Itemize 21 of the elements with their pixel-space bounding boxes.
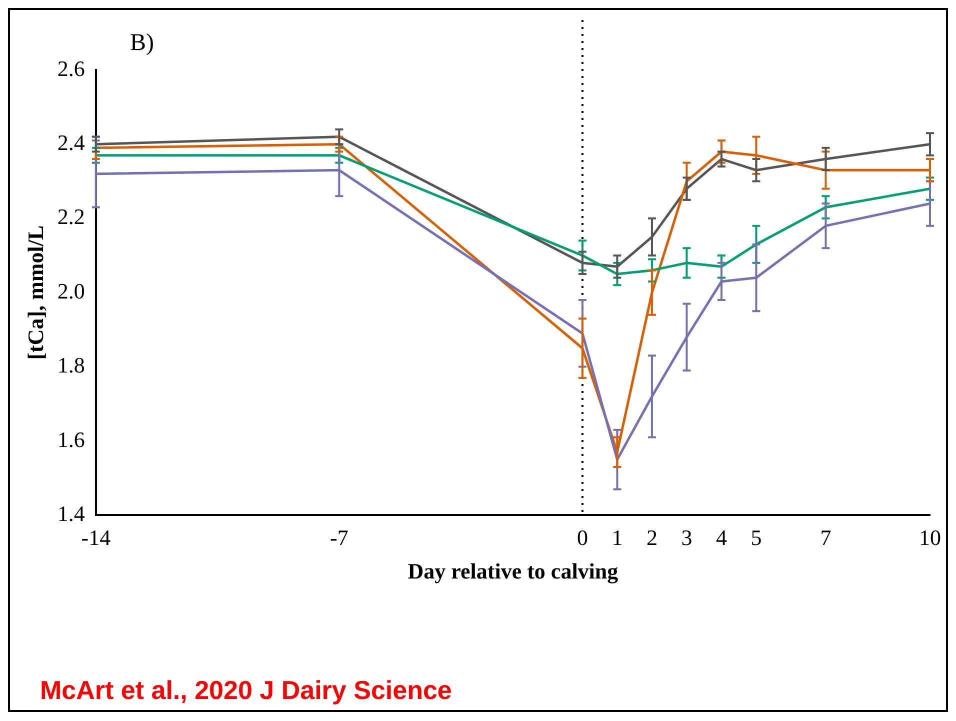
x-tick-label: 0 [576,525,588,550]
y-tick-label: 1.8 [57,352,85,378]
x-tick-label: 10 [919,525,941,550]
y-axis-title: [tCa], mmol/L [22,225,48,360]
text: B) [130,30,154,57]
x-axis-title: Day relative to calving [408,558,618,584]
x-tick-label: -14 [81,525,111,550]
x-tick-label: 5 [750,525,762,550]
x-tick-label: -7 [330,525,348,550]
x-tick-label: 1 [612,525,623,550]
y-tick-label: 1.4 [57,500,85,526]
y-tick-label: 2.2 [57,204,85,230]
y-tick-label: 2.4 [57,130,85,155]
x-tick-label: 2 [646,525,658,550]
x-tick-label: 4 [716,525,727,550]
y-tick-label: 2.6 [57,56,85,81]
x-tick-label: 7 [820,525,832,550]
text: McArt et al., 2020 J Dairy Science [40,675,452,706]
y-tick-label: 1.6 [57,426,85,452]
x-tick-label: 3 [681,525,692,550]
y-tick-label: 2.0 [57,278,85,304]
